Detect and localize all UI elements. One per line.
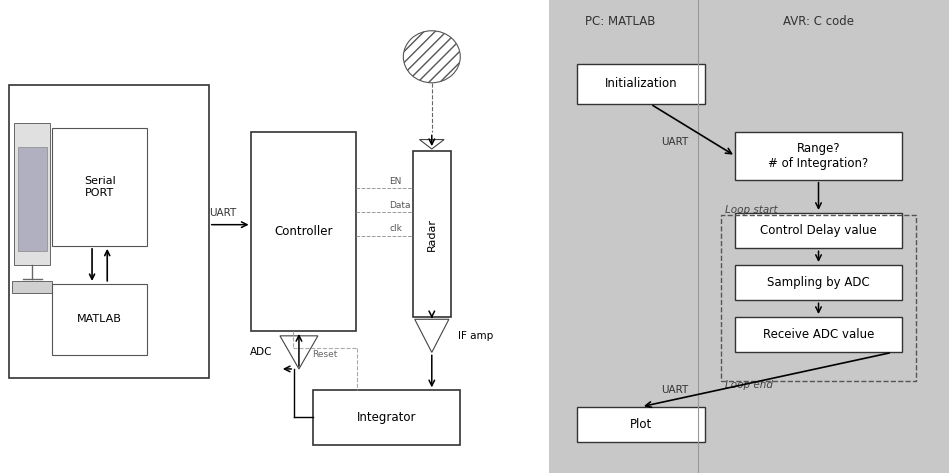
- Bar: [735, 265, 902, 300]
- Ellipse shape: [403, 31, 460, 83]
- Bar: [735, 132, 902, 180]
- Text: Serial
PORT: Serial PORT: [84, 176, 116, 198]
- Bar: [12, 281, 52, 293]
- Text: clk: clk: [389, 224, 402, 233]
- Bar: [721, 215, 916, 381]
- Text: PC: MATLAB: PC: MATLAB: [585, 15, 655, 28]
- Text: IF amp: IF amp: [458, 331, 493, 341]
- Bar: [577, 407, 705, 442]
- Bar: [14, 123, 50, 265]
- Bar: [735, 317, 902, 352]
- Text: UART: UART: [661, 385, 688, 395]
- Bar: [52, 128, 147, 246]
- Text: Control Delay value: Control Delay value: [760, 224, 877, 237]
- Bar: [9, 85, 209, 378]
- Text: Receive ADC value: Receive ADC value: [763, 328, 874, 341]
- Text: Loop start: Loop start: [725, 205, 777, 215]
- Text: Sampling by ADC: Sampling by ADC: [767, 276, 870, 289]
- Text: UART: UART: [210, 208, 236, 218]
- Bar: [52, 284, 147, 355]
- Text: Reset: Reset: [312, 350, 338, 359]
- Bar: [313, 390, 460, 445]
- Polygon shape: [419, 140, 444, 149]
- Bar: [549, 0, 949, 473]
- Polygon shape: [280, 336, 318, 369]
- Text: Range?
# of Integration?: Range? # of Integration?: [769, 142, 868, 170]
- Bar: [735, 213, 902, 248]
- Text: Integrator: Integrator: [357, 411, 417, 424]
- Text: ADC: ADC: [250, 347, 272, 358]
- Text: MATLAB: MATLAB: [77, 314, 122, 324]
- Bar: [251, 132, 356, 331]
- Text: Loop end: Loop end: [725, 380, 773, 390]
- Bar: [18, 147, 47, 251]
- Text: EN: EN: [389, 177, 401, 186]
- Bar: [413, 151, 451, 317]
- Bar: [577, 64, 705, 104]
- Text: Controller: Controller: [274, 225, 333, 238]
- Text: Initialization: Initialization: [605, 78, 678, 90]
- Polygon shape: [415, 319, 449, 352]
- Text: Plot: Plot: [630, 418, 652, 431]
- Text: Data: Data: [389, 201, 411, 210]
- Text: Radar: Radar: [427, 218, 437, 251]
- Text: AVR: C code: AVR: C code: [783, 15, 853, 28]
- Text: UART: UART: [661, 137, 688, 147]
- Bar: [0, 0, 549, 473]
